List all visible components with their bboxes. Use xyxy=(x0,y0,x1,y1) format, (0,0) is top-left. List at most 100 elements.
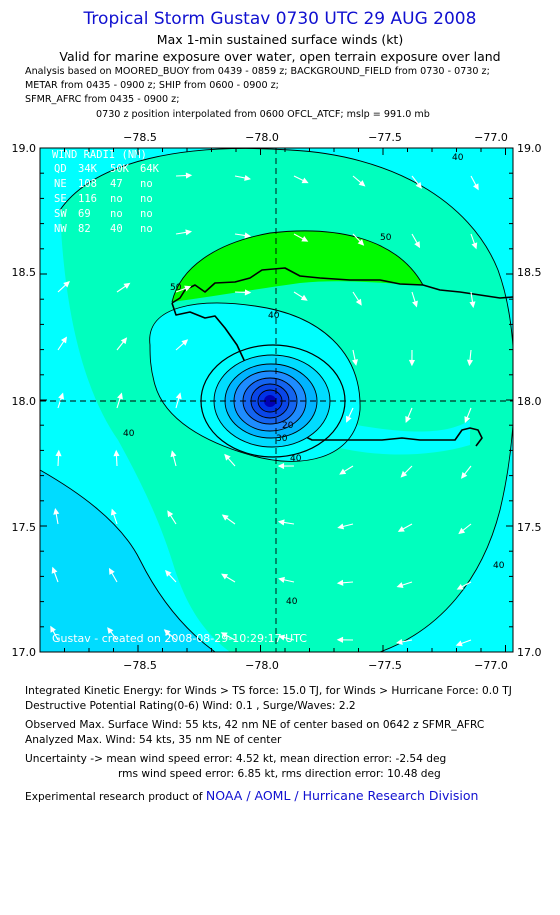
observed-max-wind: Observed Max. Surface Wind: 55 kts, 42 n… xyxy=(25,719,485,731)
lon-tick-label: −78.0 xyxy=(245,131,279,144)
wind-radii-cell: no xyxy=(140,193,153,205)
wind-arrow xyxy=(170,450,177,467)
lat-tick-label: 18.0 xyxy=(12,395,37,408)
wind-radii-cell: NE xyxy=(54,178,67,190)
wind-radii-cell: no xyxy=(110,208,123,220)
wind-radii-cell: no xyxy=(140,208,153,220)
wind-arrow xyxy=(224,453,236,467)
wind-arrow xyxy=(400,465,413,478)
wind-radii-table: WIND RADII (NM) QD 34K 50K 64K NE 108 47 no SE 11… xyxy=(52,149,160,235)
product-attribution: Experimental research product of NOAA / … xyxy=(25,788,478,803)
wind-arrow xyxy=(113,449,120,467)
wind-radii-cell: 40 xyxy=(110,223,123,235)
lon-tick-label: −77.0 xyxy=(474,131,508,144)
wind-arrow xyxy=(396,638,413,645)
wind-arrow xyxy=(110,508,118,525)
destructive-potential-rating: Destructive Potential Rating(0-6) Wind: … xyxy=(25,700,356,712)
wind-contour-30kt-east-gap xyxy=(330,420,470,455)
analyzed-max-wind: Analyzed Max. Wind: 54 kts, 35 nm NE of … xyxy=(25,734,282,746)
wind-arrow xyxy=(116,392,123,409)
wind-vector-arrows xyxy=(50,172,479,647)
wind-arrow xyxy=(293,175,309,184)
latitude-tick-labels-right: 19.0 18.5 18.0 17.5 17.0 xyxy=(517,142,542,659)
hrd-organization-link[interactable]: NOAA / AOML / Hurricane Research Divisio… xyxy=(205,788,479,803)
center-position-note: 0730 z position interpolated from 0600 O… xyxy=(96,109,430,120)
wind-radii-cell: 34K xyxy=(78,163,98,175)
wind-arrow xyxy=(466,349,474,367)
wind-radii-cell: NW xyxy=(54,223,67,235)
lon-tick-label: −78.0 xyxy=(245,659,279,672)
lat-tick-label: 17.5 xyxy=(517,521,542,534)
wind-arrow xyxy=(175,229,193,236)
wind-arrow xyxy=(116,337,128,351)
wind-arrow xyxy=(163,629,177,641)
wind-radii-cell: 108 xyxy=(78,178,97,190)
contour-label: 30 xyxy=(276,434,288,444)
wind-analysis-map: 40 50 40 40 30 20 40 40 50 40 WIND RADII… xyxy=(12,131,542,672)
wind-radii-cell: 82 xyxy=(78,223,91,235)
integrated-kinetic-energy: Integrated Kinetic Energy: for Winds > T… xyxy=(25,685,512,697)
wind-arrow xyxy=(57,280,70,293)
wind-radii-cell: no xyxy=(140,223,153,235)
lat-tick-label: 17.0 xyxy=(517,646,542,659)
wind-arrow xyxy=(469,291,476,309)
contour-label-group: 40 50 40 40 30 20 40 40 50 40 xyxy=(123,153,505,607)
wind-arrow xyxy=(51,566,59,583)
lat-tick-label: 17.0 xyxy=(12,646,37,659)
wind-arrow xyxy=(221,514,236,525)
lon-tick-label: −77.5 xyxy=(368,659,402,672)
wind-arrow xyxy=(50,625,59,641)
latitude-tick-labels-left: 19.0 18.5 18.0 17.5 17.0 xyxy=(12,142,37,659)
wind-arrow xyxy=(277,519,295,526)
wind-arrow xyxy=(396,581,413,588)
wind-arrow xyxy=(346,407,354,423)
wind-arrow xyxy=(464,407,472,424)
wind-arrow xyxy=(456,581,472,590)
wind-arrow xyxy=(351,349,358,366)
lon-tick-label: −78.5 xyxy=(123,131,157,144)
map-subtitle-exposure: Valid for marine exposure over water, op… xyxy=(59,49,501,64)
wind-arrow xyxy=(277,462,295,470)
wind-arrow xyxy=(234,232,252,239)
wind-arrow xyxy=(108,567,118,583)
uncertainty-rms-errors: rms wind speed error: 6.85 kt, rms direc… xyxy=(118,768,441,780)
contour-label: 40 xyxy=(290,454,302,464)
wind-contour-50kt-north xyxy=(172,230,423,302)
wind-arrow xyxy=(411,291,418,308)
analysis-sources-line-3: SFMR_AFRC from 0435 - 0900 z; xyxy=(25,94,180,105)
axis-ticks xyxy=(39,147,513,652)
wind-arrow xyxy=(220,632,236,641)
analysis-sources-line-1: Analysis based on MOORED_BUOY from 0439 … xyxy=(25,66,490,77)
wind-arrow xyxy=(278,634,295,641)
wind-radii-cell: SW xyxy=(54,208,67,220)
wind-arrow xyxy=(455,639,472,647)
wind-radii-cell: 47 xyxy=(110,178,123,190)
wind-arrow xyxy=(175,172,193,179)
wind-arrow xyxy=(53,507,60,525)
wind-arrow xyxy=(175,285,192,293)
lon-tick-label: −77.0 xyxy=(474,659,508,672)
lat-tick-label: 19.0 xyxy=(12,142,37,155)
wind-radii-cell: 50K xyxy=(110,163,130,175)
wind-radii-cell: 116 xyxy=(78,193,97,205)
contour-label: 50 xyxy=(380,233,392,243)
lat-tick-label: 18.5 xyxy=(517,266,542,279)
lat-tick-label: 18.5 xyxy=(12,266,37,279)
wind-arrow xyxy=(336,579,354,586)
wind-arrow xyxy=(460,465,472,479)
wind-radii-cell: 69 xyxy=(78,208,91,220)
contour-label: 40 xyxy=(268,311,280,321)
wind-arrow xyxy=(411,175,422,189)
contour-label: 20 xyxy=(282,421,294,431)
wind-contour-30kt-southwest xyxy=(40,470,215,652)
map-title: Tropical Storm Gustav 0730 UTC 29 AUG 20… xyxy=(83,9,477,29)
wind-radii-cell: 64K xyxy=(140,163,160,175)
creation-credit: Gustav - created on 2008-08-29-10:29:17 … xyxy=(52,632,307,645)
wind-radii-title: WIND RADII (NM) xyxy=(52,149,147,161)
wind-arrow xyxy=(278,576,295,583)
wind-arrow xyxy=(293,291,308,301)
wind-arrow xyxy=(352,175,366,187)
wind-arrow xyxy=(107,627,118,641)
wind-arrow xyxy=(339,465,354,475)
wind-arrow xyxy=(175,392,182,409)
